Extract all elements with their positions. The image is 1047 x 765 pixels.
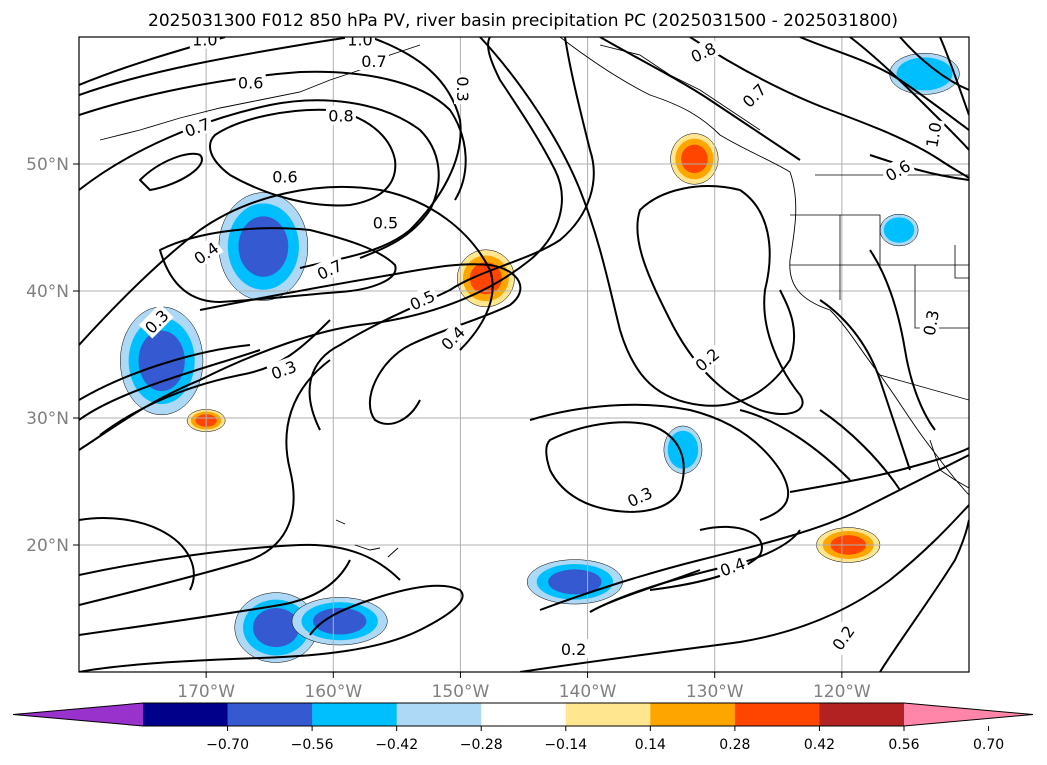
x-tick-label: 130°W bbox=[686, 682, 744, 702]
border-layer bbox=[790, 174, 969, 401]
x-axis-ticks: 170°W 160°W 150°W 140°W 130°W 120°W bbox=[177, 672, 871, 702]
x-tick-label: 150°W bbox=[432, 682, 490, 702]
negative-pc-core bbox=[904, 62, 945, 86]
contour-label-bg bbox=[558, 639, 589, 659]
y-axis-ticks: 20°N 30°N 40°N 50°N bbox=[26, 155, 79, 556]
precip-pc-fill-layer bbox=[120, 52, 960, 663]
contour-label: 0.6 bbox=[235, 72, 266, 93]
contour-label-bg bbox=[138, 303, 174, 339]
negative-pc-core bbox=[238, 216, 289, 277]
contour-label-bg bbox=[453, 74, 473, 105]
chart-title: 2025031300 F012 850 hPa PV, river basin … bbox=[148, 11, 898, 31]
contour-label-bg bbox=[344, 37, 375, 49]
contour-label-bg bbox=[269, 166, 300, 186]
contour-label-bg bbox=[879, 154, 916, 186]
contour-label-bg bbox=[621, 481, 658, 512]
colorbar-tick-label: 0.42 bbox=[804, 737, 835, 753]
contour-label-bg bbox=[689, 342, 725, 377]
y-tick-label: 50°N bbox=[26, 155, 69, 175]
x-tick-label: 120°W bbox=[813, 682, 871, 702]
negative-pc-core bbox=[888, 221, 910, 239]
contour-label-text: 1.0 bbox=[192, 31, 217, 50]
contour-label-bg bbox=[714, 552, 750, 581]
colorbar-segment bbox=[481, 703, 567, 726]
contour-label: 1.0 bbox=[344, 31, 375, 50]
y-tick-label: 20°N bbox=[26, 536, 69, 556]
colorbar-extend-low bbox=[13, 703, 143, 726]
contour-label: 0.8 bbox=[325, 105, 356, 126]
colorbar-outline bbox=[12, 702, 1034, 727]
contour-label: 0.2 bbox=[558, 639, 589, 659]
contour-label: 0.7 bbox=[358, 51, 389, 71]
contour-label-text: 0.5 bbox=[373, 213, 398, 232]
positive-pc-core bbox=[681, 144, 708, 174]
contour-label-bg bbox=[918, 306, 943, 340]
contour-label-text: 0.3 bbox=[920, 309, 943, 337]
contour-label: 0.5 bbox=[370, 212, 401, 232]
colorbar-tick-label: −0.14 bbox=[544, 737, 587, 753]
contour-label-bg bbox=[325, 105, 356, 125]
contour-label-text: 1.0 bbox=[922, 121, 945, 149]
negative-pc-core bbox=[252, 607, 300, 648]
negative-pc-core bbox=[312, 607, 367, 635]
contour-label: 0.3 bbox=[918, 306, 943, 340]
contour-label-bg bbox=[435, 320, 470, 355]
contour-label: 0.3 bbox=[453, 74, 473, 105]
contour-label-text: 0.6 bbox=[238, 74, 263, 93]
colorbar-tick-label: 0.14 bbox=[635, 737, 666, 753]
contour-label-text: 0.3 bbox=[453, 76, 472, 101]
colorbar-segment bbox=[396, 703, 482, 726]
negative-pc-core bbox=[548, 569, 602, 595]
colorbar-tick-label: −0.70 bbox=[206, 737, 249, 753]
contour-label-bg bbox=[266, 355, 301, 384]
contour-label-text: 0.8 bbox=[328, 107, 353, 126]
x-tick-label: 170°W bbox=[177, 682, 235, 702]
colorbar-segment bbox=[734, 703, 820, 726]
colorbar-segment bbox=[227, 703, 313, 726]
colorbar-segment bbox=[312, 703, 398, 726]
contour-label: 1.0 bbox=[189, 31, 220, 50]
colorbar: −0.70 −0.56 −0.42 −0.28 −0.14 0.14 0.28 0.42 0.5… bbox=[12, 702, 1034, 753]
colorbar-tick-label: −0.56 bbox=[291, 737, 334, 753]
contour-label-text: 0.2 bbox=[561, 640, 586, 659]
contour-label-text: 0.7 bbox=[361, 52, 386, 71]
contour-label-bg bbox=[179, 112, 215, 141]
x-tick-label: 140°W bbox=[559, 682, 617, 702]
contour-label-bg bbox=[826, 619, 860, 656]
contour-label: 1.0 bbox=[920, 118, 945, 152]
colorbar-tick-label: 0.70 bbox=[973, 737, 1004, 753]
colorbar-extend-high bbox=[904, 703, 1033, 726]
contour-label-bg bbox=[189, 37, 220, 49]
colorbar-segment bbox=[650, 703, 736, 726]
contour-label: 0.6 bbox=[269, 166, 300, 187]
contour-label-bg bbox=[358, 51, 389, 71]
contour-label-layer: 1.0 1.00.70.6 0.30.7 0.80.60.50.40.70.50.30… bbox=[138, 31, 945, 659]
colorbar-segment bbox=[819, 703, 905, 726]
pv-contour-layer bbox=[79, 37, 969, 672]
colorbar-tick-label: −0.28 bbox=[460, 737, 503, 753]
contour-label-bg bbox=[404, 284, 440, 315]
contour-label-text: 1.0 bbox=[347, 31, 372, 50]
contour-label-bg bbox=[235, 72, 266, 92]
colorbar-tick-label: 0.28 bbox=[719, 737, 750, 753]
colorbar-tick-label: −0.42 bbox=[375, 737, 418, 753]
contour-label-bg bbox=[736, 77, 772, 113]
colorbar-tick-label: 0.56 bbox=[888, 737, 919, 753]
negative-pc-core bbox=[138, 330, 185, 392]
contour-label-bg bbox=[311, 254, 347, 284]
negative-pc-core bbox=[672, 436, 694, 464]
contour-label-text: 0.6 bbox=[272, 168, 297, 187]
contour-label-bg bbox=[685, 37, 721, 67]
x-tick-label: 160°W bbox=[304, 682, 362, 702]
map-frame bbox=[78, 36, 970, 673]
colorbar-segment bbox=[565, 703, 651, 726]
contour-label-bg bbox=[188, 236, 224, 269]
contour-label-bg bbox=[370, 212, 401, 232]
contour-label-bg bbox=[920, 118, 945, 152]
colorbar-segment bbox=[143, 703, 229, 726]
y-tick-label: 40°N bbox=[26, 282, 69, 302]
y-tick-label: 30°N bbox=[26, 409, 69, 429]
positive-pc-core bbox=[469, 262, 502, 295]
